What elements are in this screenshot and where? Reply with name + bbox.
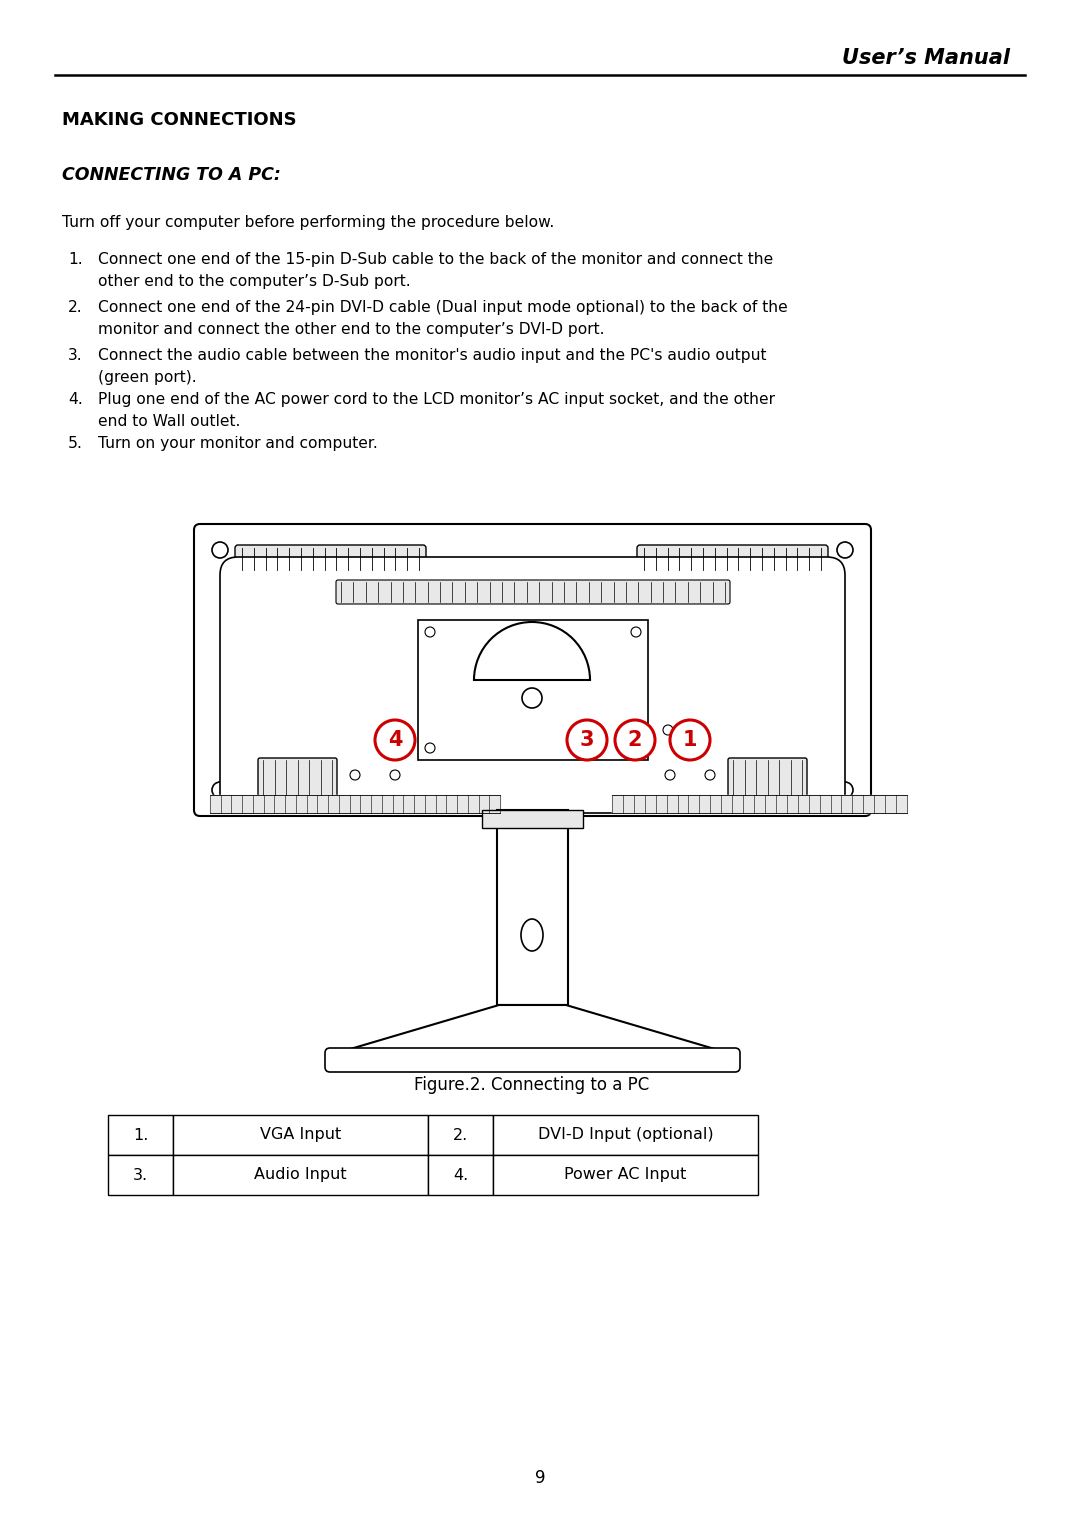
Circle shape [426,743,435,753]
Circle shape [390,770,400,779]
Polygon shape [330,1005,735,1054]
Bar [108,1155,173,1195]
Circle shape [212,542,228,558]
FancyBboxPatch shape [235,545,426,573]
Circle shape [837,782,853,798]
Circle shape [631,626,642,637]
Text: User’s Manual: User’s Manual [842,47,1010,69]
Ellipse shape [521,918,543,950]
Circle shape [615,720,654,759]
Text: Audio Input: Audio Input [254,1167,347,1183]
Text: DVI-D Input (optional): DVI-D Input (optional) [538,1128,713,1143]
Text: Figure.2. Connecting to a PC: Figure.2. Connecting to a PC [415,1076,650,1094]
FancyBboxPatch shape [336,581,730,604]
Bar [428,1115,492,1155]
FancyBboxPatch shape [728,758,807,798]
Bar [173,1155,428,1195]
FancyBboxPatch shape [220,558,845,813]
Bar [482,810,583,828]
FancyBboxPatch shape [194,524,870,816]
Text: 9: 9 [535,1468,545,1487]
Text: 2: 2 [627,730,643,750]
Circle shape [350,770,360,779]
Bar [418,620,648,759]
Circle shape [522,688,542,707]
Circle shape [212,782,228,798]
Text: Turn off your computer before performing the procedure below.: Turn off your computer before performing… [62,214,554,229]
Text: 3.: 3. [68,348,83,364]
Bar [173,1115,428,1155]
Bar [108,1115,173,1155]
Circle shape [670,720,710,759]
Bar [428,1155,492,1195]
Text: 2.: 2. [453,1128,468,1143]
FancyBboxPatch shape [325,1048,740,1073]
Text: CONNECTING TO A PC:: CONNECTING TO A PC: [62,167,281,183]
Text: MAKING CONNECTIONS: MAKING CONNECTIONS [62,112,297,128]
Circle shape [665,770,675,779]
Bar [492,1115,758,1155]
Circle shape [837,542,853,558]
Text: 1.: 1. [68,252,83,267]
Text: 3: 3 [580,730,594,750]
Text: Connect the audio cable between the monitor's audio input and the PC's audio out: Connect the audio cable between the moni… [98,348,767,364]
Circle shape [393,724,403,735]
Text: end to Wall outlet.: end to Wall outlet. [98,414,241,429]
Circle shape [705,770,715,779]
Bar [497,810,568,1005]
Text: 1.: 1. [133,1128,148,1143]
Text: 4: 4 [388,730,402,750]
Text: Turn on your monitor and computer.: Turn on your monitor and computer. [98,435,378,451]
Text: 3.: 3. [133,1167,148,1183]
Text: Plug one end of the AC power cord to the LCD monitor’s AC input socket, and the : Plug one end of the AC power cord to the… [98,393,775,406]
Text: Connect one end of the 15-pin D-Sub cable to the back of the monitor and connect: Connect one end of the 15-pin D-Sub cabl… [98,252,773,267]
Bar [492,1155,758,1195]
Text: 4.: 4. [68,393,83,406]
Text: Connect one end of the 24-pin DVI-D cable (Dual input mode optional) to the back: Connect one end of the 24-pin DVI-D cabl… [98,299,787,315]
Circle shape [631,743,642,753]
Text: 1: 1 [683,730,698,750]
Circle shape [375,720,415,759]
FancyBboxPatch shape [258,758,337,798]
Text: 4.: 4. [453,1167,468,1183]
Text: VGA Input: VGA Input [260,1128,341,1143]
Text: 5.: 5. [68,435,83,451]
Circle shape [567,720,607,759]
Text: other end to the computer’s D-Sub port.: other end to the computer’s D-Sub port. [98,274,410,289]
Text: monitor and connect the other end to the computer’s DVI-D port.: monitor and connect the other end to the… [98,322,605,338]
Text: 2.: 2. [68,299,83,315]
Text: Power AC Input: Power AC Input [565,1167,687,1183]
Text: (green port).: (green port). [98,370,197,385]
FancyBboxPatch shape [637,545,828,573]
Circle shape [663,724,673,735]
Circle shape [426,626,435,637]
